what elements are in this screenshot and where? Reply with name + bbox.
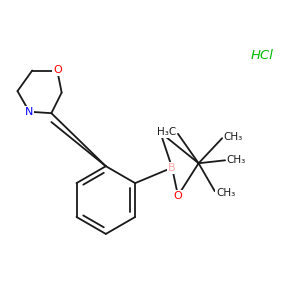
Text: CH₃: CH₃ (224, 132, 243, 142)
Text: H₃C: H₃C (157, 127, 176, 137)
Text: O: O (174, 190, 182, 201)
Text: O: O (53, 65, 62, 76)
Text: HCl: HCl (250, 49, 273, 62)
Text: O: O (156, 127, 165, 137)
Text: CH₃: CH₃ (216, 188, 236, 198)
Text: N: N (25, 107, 34, 117)
Text: B: B (168, 163, 176, 173)
Text: CH₃: CH₃ (226, 155, 246, 165)
